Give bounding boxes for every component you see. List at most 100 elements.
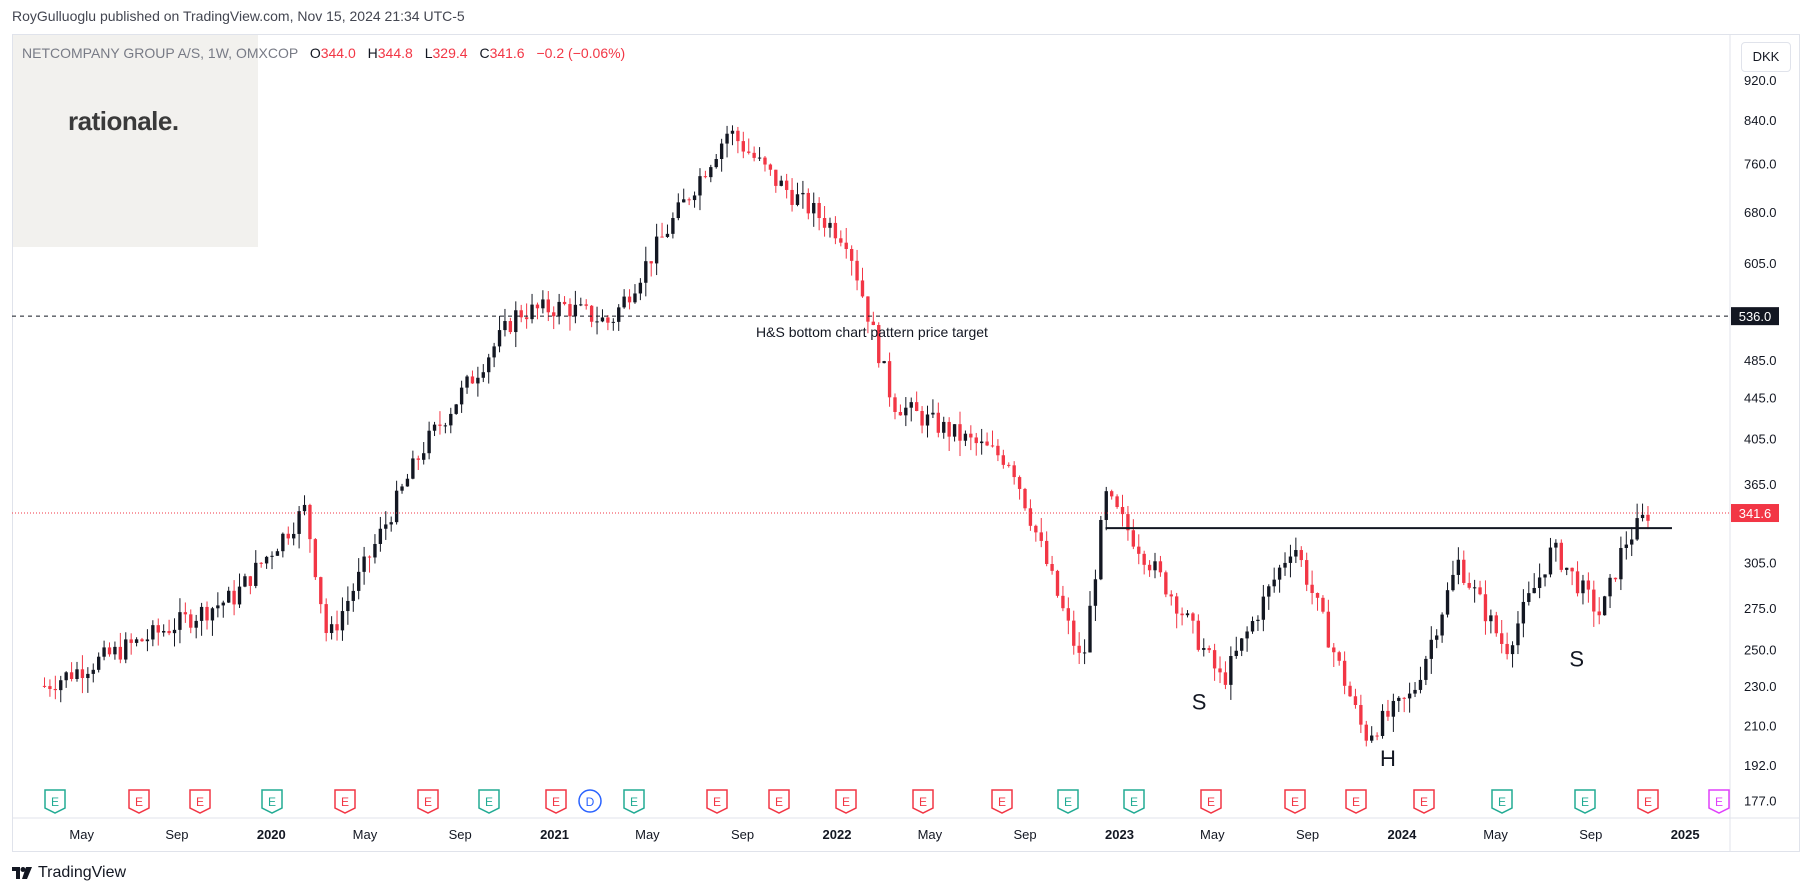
candle-body <box>1012 465 1016 478</box>
candle-body <box>1039 532 1043 541</box>
earnings-marker[interactable] <box>478 789 500 814</box>
candle-body <box>1250 621 1255 632</box>
candle-body <box>427 430 431 454</box>
earnings-marker[interactable] <box>545 789 567 814</box>
event-marker-label: E <box>196 795 204 809</box>
candle-body <box>259 562 263 564</box>
candle-body <box>281 533 285 552</box>
high-label: H <box>367 45 378 61</box>
candle-body <box>1478 587 1482 595</box>
candle-body <box>481 372 485 378</box>
candle-body <box>633 293 637 303</box>
earnings-marker[interactable] <box>768 789 790 814</box>
event-marker-label: E <box>424 795 432 809</box>
earnings-marker[interactable] <box>1708 789 1730 814</box>
candle-body <box>654 236 659 264</box>
candle-body <box>1575 571 1580 594</box>
earnings-marker[interactable] <box>128 789 150 814</box>
candle-body <box>1061 595 1065 609</box>
candle-body <box>1440 614 1444 636</box>
earnings-marker[interactable] <box>835 789 857 814</box>
candle-body <box>1310 584 1314 593</box>
candle-body <box>969 433 973 438</box>
earnings-marker[interactable] <box>912 789 934 814</box>
candle-body <box>958 424 962 441</box>
earnings-marker[interactable] <box>623 789 645 814</box>
candle-body <box>779 180 783 186</box>
candle-body <box>1229 656 1233 685</box>
earnings-marker[interactable] <box>1200 789 1222 814</box>
candle-body <box>524 317 529 320</box>
event-marker-label: E <box>713 795 721 809</box>
candle-body <box>1521 601 1526 624</box>
candle-body <box>763 157 767 165</box>
x-tick-label: Sep <box>1013 827 1036 842</box>
candle-body <box>844 242 848 250</box>
earnings-marker[interactable] <box>1057 789 1079 814</box>
earnings-marker[interactable] <box>706 789 728 814</box>
y-tick-label: 275.0 <box>1744 601 1777 616</box>
candle-body <box>53 688 58 691</box>
candle-body <box>1424 658 1428 680</box>
candle-body <box>730 130 735 134</box>
earnings-marker[interactable] <box>44 789 66 814</box>
candle-body <box>286 533 290 539</box>
candle-body <box>1565 567 1569 570</box>
candle-body <box>1500 633 1504 644</box>
earnings-marker[interactable] <box>991 789 1013 814</box>
candle-body <box>237 586 242 605</box>
left-shoulder-label: S <box>1192 689 1207 714</box>
earnings-marker[interactable] <box>334 789 356 814</box>
candle-body <box>1516 623 1520 646</box>
candle-body <box>1592 589 1596 612</box>
candle-body <box>1147 564 1152 571</box>
dividend-marker[interactable] <box>578 789 602 813</box>
candle-body <box>1402 697 1406 699</box>
chart-frame <box>12 34 1800 852</box>
earnings-marker[interactable] <box>261 789 283 814</box>
event-marker-label: E <box>1064 795 1072 809</box>
publisher-line: RoyGulluoglu published on TradingView.co… <box>12 8 465 24</box>
event-marker-label: E <box>341 795 349 809</box>
candle-body <box>346 600 350 612</box>
candle-body <box>140 639 144 642</box>
candle-body <box>714 159 718 168</box>
earnings-marker[interactable] <box>1413 789 1435 814</box>
candle-body <box>161 630 166 633</box>
y-tick-label: 365.0 <box>1744 477 1777 492</box>
earnings-marker[interactable] <box>1123 789 1145 814</box>
earnings-marker[interactable] <box>1637 789 1659 814</box>
candle-body <box>270 555 274 557</box>
event-marker-label: E <box>1715 795 1723 809</box>
earnings-marker[interactable] <box>1345 789 1367 814</box>
tradingview-brand[interactable]: TradingView <box>12 864 126 882</box>
earnings-marker[interactable] <box>1491 789 1513 814</box>
candle-body <box>221 602 225 606</box>
x-tick-label: 2025 <box>1671 827 1700 842</box>
candle-body <box>205 606 209 621</box>
earnings-marker[interactable] <box>1574 789 1596 814</box>
candle-body <box>1435 635 1439 640</box>
candle-body <box>747 151 751 153</box>
candle-body <box>866 296 870 322</box>
earnings-marker[interactable] <box>189 789 211 814</box>
candle-body <box>1137 546 1141 554</box>
candle-body <box>736 130 740 142</box>
symbol-name[interactable]: NETCOMPANY GROUP A/S, 1W, OMXCOP <box>22 45 298 61</box>
event-marker-label: E <box>1207 795 1215 809</box>
candle-body <box>357 571 361 591</box>
currency-button[interactable]: DKK <box>1741 42 1791 72</box>
candle-body <box>1608 577 1612 597</box>
candle-body <box>974 437 978 444</box>
candle-body <box>1017 477 1022 489</box>
candle-body <box>1164 572 1168 595</box>
earnings-marker[interactable] <box>1284 789 1306 814</box>
candle-body <box>1180 613 1184 616</box>
candle-body <box>1619 547 1623 580</box>
last-price-badge <box>1731 504 1779 523</box>
event-marker-label: E <box>998 795 1006 809</box>
candle-body <box>248 576 253 586</box>
earnings-marker[interactable] <box>417 789 439 814</box>
candle-body <box>1034 525 1038 533</box>
